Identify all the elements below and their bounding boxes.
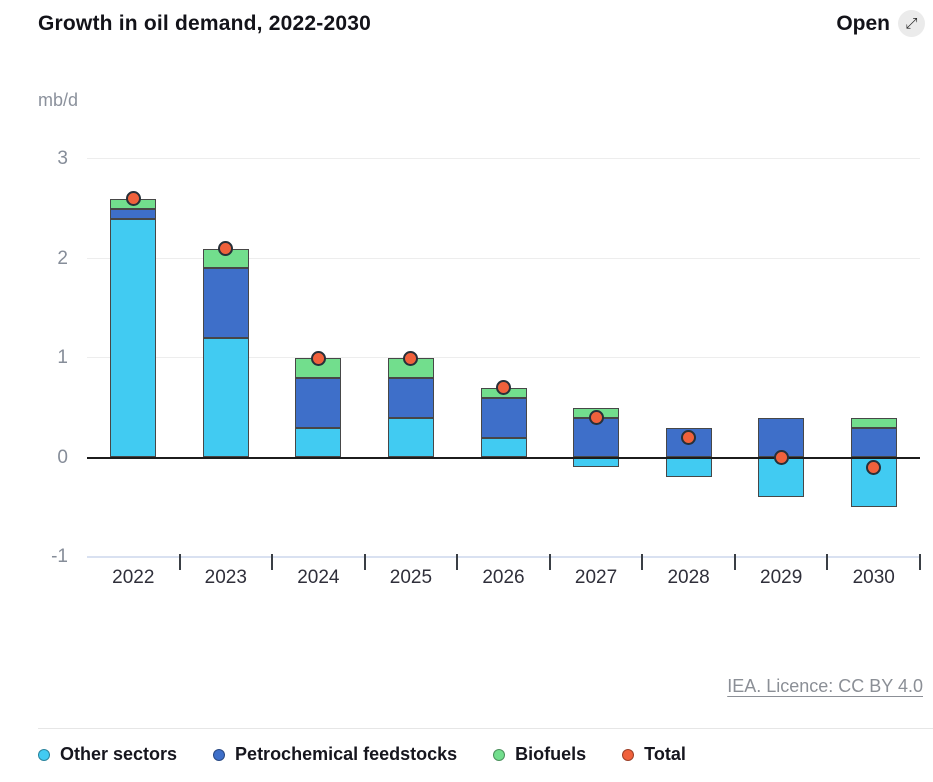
total-point-2026[interactable] — [496, 380, 511, 396]
legend-item-total[interactable]: Total — [622, 744, 686, 765]
open-button-label: Open — [836, 11, 890, 35]
x-tick-label-2027: 2027 — [574, 567, 618, 588]
bar-segment-petrochemical-feedstocks-2024[interactable] — [295, 377, 342, 428]
bar-segment-petrochemical-feedstocks-2029[interactable] — [758, 417, 805, 458]
bar-segment-other-sectors-2026[interactable] — [480, 437, 527, 458]
bar-segment-biofuels-2030[interactable] — [850, 417, 897, 428]
legend-swatch-petrochemical-feedstocks — [213, 748, 226, 761]
zero-axis-line — [87, 456, 920, 459]
x-tick-label-2028: 2028 — [667, 567, 710, 588]
y-tick-label-2: 2 — [57, 247, 68, 269]
licence-link[interactable]: IEA. Licence: CC BY 4.0 — [727, 676, 923, 696]
legend-label-other-sectors: Other sectors — [60, 744, 178, 764]
gridline-y-1 — [87, 357, 920, 358]
total-point-2028[interactable] — [681, 430, 697, 446]
total-point-2029[interactable] — [773, 450, 789, 465]
plot-area: 3 2 1 0 -1 2022 2023 2024 2025 2026 2027 2028 2029 20… — [51, 148, 921, 588]
y-tick-label-0: 0 — [57, 446, 68, 468]
x-tick-label-2026: 2026 — [482, 567, 525, 588]
legend-item-other-sectors[interactable]: Other sectors — [38, 744, 177, 765]
gridline-y-2 — [87, 257, 920, 259]
bar-segment-petrochemical-feedstocks-2022[interactable] — [110, 208, 157, 219]
total-point-2025[interactable] — [403, 350, 419, 366]
y-axis-unit-label: mb/d — [38, 90, 79, 110]
legend-swatch-total — [622, 748, 635, 761]
x-axis-tick — [178, 554, 181, 570]
bar-segment-petrochemical-feedstocks-2023[interactable] — [202, 268, 249, 339]
bar-segment-other-sectors-2025[interactable] — [387, 417, 434, 458]
y-tick-label--1: -1 — [51, 546, 68, 567]
x-tick-label-2025: 2025 — [389, 567, 433, 588]
footer-divider — [38, 728, 933, 729]
x-axis-tick — [641, 554, 644, 570]
legend-label-petrochemical-feedstocks: Petrochemical feedstocks — [235, 744, 458, 764]
x-tick-label-2029: 2029 — [760, 567, 803, 588]
x-axis-tick — [456, 554, 459, 570]
bar-segment-other-sectors-2022[interactable] — [110, 218, 157, 458]
y-tick-label-3: 3 — [57, 148, 68, 169]
bar-segment-other-sectors-2024[interactable] — [295, 427, 342, 458]
legend-label-total: Total — [644, 744, 686, 764]
x-axis-tick — [363, 554, 366, 570]
total-point-2022[interactable] — [125, 191, 141, 207]
legend: Other sectors Petrochemical feedstocks Bio… — [38, 744, 925, 765]
open-button[interactable]: Open ⤢ — [836, 10, 925, 37]
bar-segment-petrochemical-feedstocks-2025[interactable] — [387, 377, 434, 418]
x-tick-label-2022: 2022 — [112, 567, 155, 588]
bar-segment-other-sectors-2023[interactable] — [202, 338, 249, 458]
total-point-2024[interactable] — [310, 350, 326, 366]
bar-segment-petrochemical-feedstocks-2030[interactable] — [850, 427, 897, 458]
total-point-2030[interactable] — [866, 459, 882, 475]
legend-label-biofuels: Biofuels — [515, 744, 587, 764]
gridline-y-3 — [87, 158, 920, 159]
bar-segment-other-sectors-2028[interactable] — [665, 457, 712, 478]
x-axis-tick — [919, 554, 921, 570]
x-tick-label-2030: 2030 — [852, 567, 895, 588]
x-axis-tick — [733, 554, 736, 570]
legend-swatch-other-sectors — [38, 748, 50, 761]
bottom-axis-line — [87, 556, 920, 558]
total-point-2023[interactable] — [218, 241, 234, 257]
chart-title: Growth in oil demand, 2022-2030 — [38, 12, 371, 35]
expand-arrows-icon: ⤢ — [898, 10, 925, 37]
x-tick-label-2023: 2023 — [204, 567, 247, 588]
legend-item-biofuels[interactable]: Biofuels — [493, 744, 586, 765]
x-axis-tick — [548, 554, 551, 570]
bar-segment-other-sectors-2027[interactable] — [573, 457, 620, 468]
x-axis-tick — [826, 554, 829, 570]
total-point-2027[interactable] — [588, 410, 604, 426]
bar-segment-petrochemical-feedstocks-2026[interactable] — [480, 397, 527, 438]
x-tick-label-2024: 2024 — [297, 567, 340, 588]
legend-item-petrochemical-feedstocks[interactable]: Petrochemical feedstocks — [213, 744, 457, 765]
legend-swatch-biofuels — [493, 748, 506, 761]
x-axis-tick — [271, 554, 274, 570]
y-tick-label-1: 1 — [57, 347, 68, 368]
